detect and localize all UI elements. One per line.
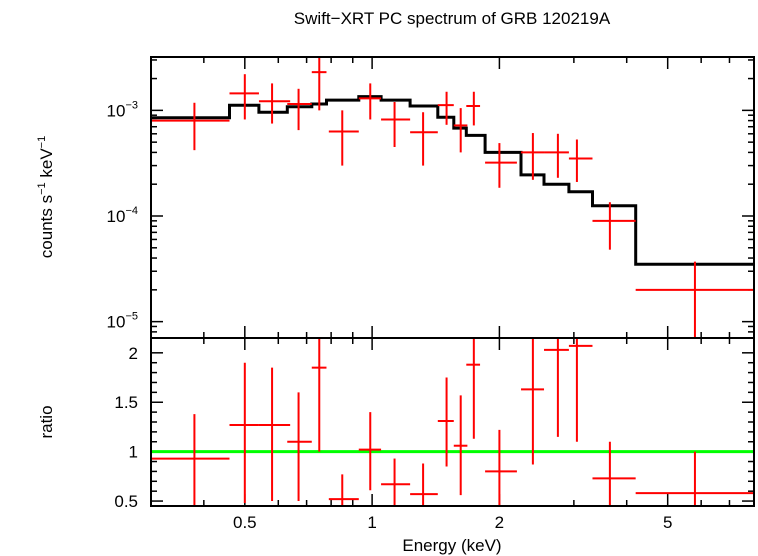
model-step-line [151, 95, 754, 266]
ratio-y-axis-label: ratio [37, 405, 56, 438]
y-tick-base: 10 [107, 313, 126, 332]
y-tick-base: 10 [107, 101, 126, 120]
y-tick-exponent: −4 [125, 205, 138, 217]
spectrum-panel: 10−310−410−5 counts s−1 keV−1 [36, 56, 755, 339]
spectrum-y-axis-label: counts s−1 keV−1 [36, 136, 56, 258]
spectrum-y-tick-labels: 10−310−410−5 [107, 99, 138, 331]
spectrum-frame [150, 56, 755, 339]
ratio-y-tick-label: 2 [129, 344, 138, 363]
ratio-y-tick-label: 1 [129, 443, 138, 462]
chart-title: Swift−XRT PC spectrum of GRB 120219A [294, 9, 611, 28]
x-tick-label: 2 [495, 513, 504, 532]
spectrum-y-tick-label: 10−4 [107, 205, 138, 226]
x-tick-label: 1 [367, 513, 376, 532]
spectrum-data-points [151, 57, 754, 338]
y-tick-exponent: −5 [125, 311, 138, 323]
y-tick-exponent: −3 [125, 99, 138, 111]
spectrum-y-tick-label: 10−3 [107, 99, 138, 120]
x-tick-label: 5 [663, 513, 672, 532]
spectrum-y-tick-label: 10−5 [107, 311, 138, 332]
ratio-data-points [151, 338, 754, 506]
ratio-y-tick-label: 0.5 [114, 492, 138, 511]
spectrum-ticks [151, 57, 754, 339]
y-tick-base: 10 [107, 207, 126, 226]
ratio-frame [150, 337, 755, 507]
x-tick-label: 0.5 [233, 513, 257, 532]
x-tick-labels: 0.5 1 2 5 [233, 513, 672, 532]
ratio-y-tick-label: 1.5 [114, 393, 138, 412]
ratio-panel: 0.5 1 1.5 2 ratio [37, 337, 755, 511]
x-axis-label: Energy (keV) [402, 536, 501, 555]
model-step-curve [151, 95, 754, 266]
ratio-y-tick-labels: 0.5 1 1.5 2 [114, 344, 138, 511]
